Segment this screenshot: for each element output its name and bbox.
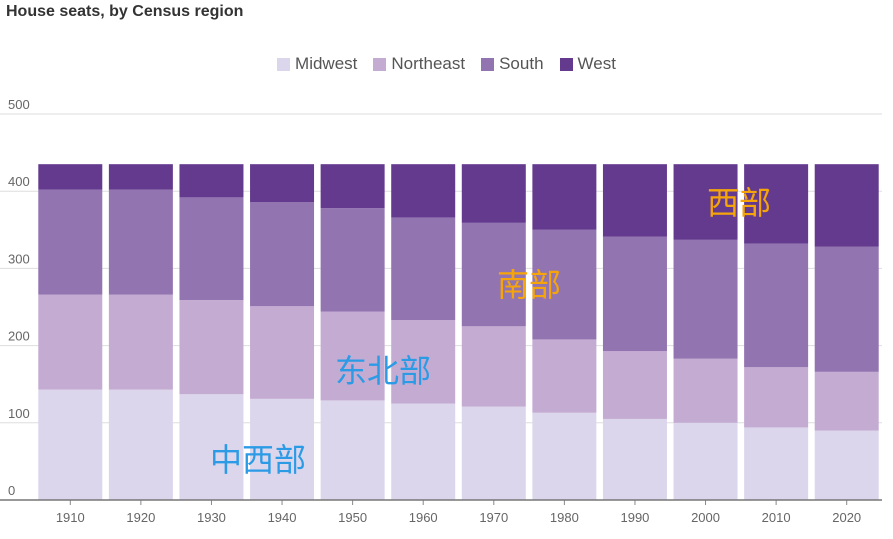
y-tick-label-400: 400: [8, 174, 30, 189]
legend-swatch-south: [481, 57, 495, 71]
bar-midwest-2010: [744, 427, 809, 500]
bar-south-1950: [320, 208, 385, 312]
annotation-label-2: 南部: [497, 266, 561, 304]
bar-west-2000: [673, 164, 738, 240]
x-tick-label-2010: 2010: [762, 510, 791, 525]
legend-item-west[interactable]: West: [559, 54, 616, 74]
bar-northeast-1990: [602, 351, 667, 419]
bar-midwest-2000: [673, 422, 738, 500]
bar-south-1980: [532, 229, 597, 340]
annotations: 中西部 东北部 南部 西部: [210, 184, 771, 479]
bar-south-2010: [744, 243, 809, 368]
bar-south-1960: [391, 217, 456, 321]
bar-midwest-1970: [461, 406, 526, 500]
x-tick-label-1970: 1970: [479, 510, 508, 525]
x-tick-label-1980: 1980: [550, 510, 579, 525]
bar-northeast-2010: [744, 367, 809, 428]
x-tick-label-2020: 2020: [832, 510, 861, 525]
bar-northeast-1920: [108, 294, 173, 390]
bar-midwest-1950: [320, 400, 385, 500]
x-tick-label-1940: 1940: [268, 510, 297, 525]
bar-midwest-1940: [250, 398, 315, 500]
bar-west-1970: [461, 164, 526, 223]
bar-west-2010: [744, 164, 809, 244]
axes: 0 100 200 300 400 500 1910 1920 1930 1940 1950 1960…: [0, 97, 882, 525]
bar-northeast-1930: [179, 300, 244, 395]
bar-northeast-1940: [250, 306, 315, 399]
y-tick-label-200: 200: [8, 329, 30, 344]
y-tick-label-300: 300: [8, 251, 30, 266]
y-tick-label-500: 500: [8, 97, 30, 112]
bar-west-1910: [38, 164, 103, 190]
chart-title: House seats, by Census region: [6, 3, 244, 20]
bar-south-2000: [673, 239, 738, 359]
x-tick-label-1930: 1930: [197, 510, 226, 525]
legend-swatch-midwest: [277, 57, 291, 71]
x-tick-label-2000: 2000: [691, 510, 720, 525]
bar-south-1920: [108, 189, 173, 295]
bar-west-1930: [179, 164, 244, 198]
bar-west-1950: [320, 164, 385, 209]
bar-west-2020: [814, 164, 879, 247]
x-tick-label-1910: 1910: [56, 510, 85, 525]
bar-west-1990: [602, 164, 667, 237]
bar-northeast-1960: [391, 320, 456, 404]
annotation-label-0: 中西部: [210, 441, 306, 479]
legend-item-northeast[interactable]: Northeast: [373, 54, 465, 74]
bar-south-1940: [250, 202, 315, 307]
legend-swatch-northeast: [373, 57, 387, 71]
bar-south-1930: [179, 197, 244, 301]
legend-label-west: West: [577, 54, 616, 73]
annotation-label-1: 东北部: [335, 352, 431, 390]
bar-midwest-1990: [602, 418, 667, 500]
bar-northeast-1980: [532, 339, 597, 413]
x-tick-label-1960: 1960: [409, 510, 438, 525]
bar-midwest-1910: [38, 389, 103, 500]
y-tick-label-0: 0: [8, 483, 15, 498]
x-tick-label-1990: 1990: [620, 510, 649, 525]
bar-northeast-1970: [461, 326, 526, 407]
legend: Midwest Northeast South West: [0, 54, 893, 74]
bar-northeast-2020: [814, 371, 879, 431]
bar-west-1940: [250, 164, 315, 203]
bar-south-1990: [602, 236, 667, 352]
legend-label-south: South: [499, 54, 544, 73]
y-tick-label-100: 100: [8, 406, 30, 421]
bar-midwest-1930: [179, 394, 244, 500]
bar-midwest-1920: [108, 389, 173, 500]
bar-northeast-1950: [320, 311, 385, 401]
annotation-label-3: 西部: [707, 184, 771, 222]
bar-south-1970: [461, 222, 526, 327]
bar-west-1980: [532, 164, 597, 230]
bar-west-1960: [391, 164, 456, 218]
bar-midwest-1980: [532, 412, 597, 500]
legend-item-midwest[interactable]: Midwest: [277, 54, 357, 74]
bar-northeast-1910: [38, 294, 103, 390]
bar-west-1920: [108, 164, 173, 190]
x-tick-label-1950: 1950: [338, 510, 367, 525]
bar-midwest-2020: [814, 430, 879, 500]
bar-northeast-2000: [673, 358, 738, 423]
legend-label-midwest: Midwest: [295, 54, 358, 73]
bar-south-1910: [38, 189, 103, 295]
bars: [38, 164, 879, 500]
legend-label-northeast: Northeast: [391, 54, 466, 73]
legend-swatch-west: [559, 57, 573, 71]
bar-midwest-1960: [391, 403, 456, 500]
legend-item-south[interactable]: South: [481, 54, 544, 74]
bar-south-2020: [814, 246, 879, 372]
x-tick-label-1920: 1920: [126, 510, 155, 525]
